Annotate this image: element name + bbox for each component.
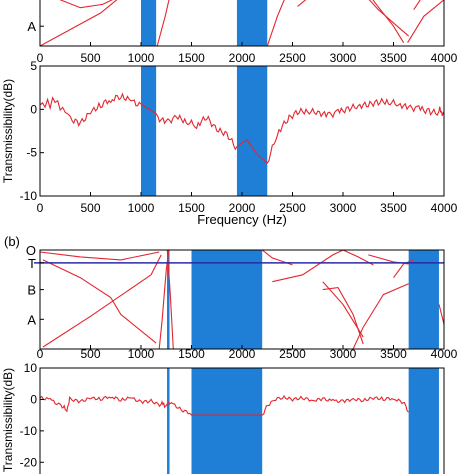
- a-trans-x-tick-label: 1500: [178, 201, 205, 215]
- b-band-x-tick-label: 2500: [279, 347, 306, 361]
- a-band-bandgap-0: [141, 0, 157, 46]
- a-band-x-tick-label: 1000: [128, 51, 155, 65]
- b-band-dispersion-curve-6: [272, 250, 374, 283]
- panel-b-label: (b): [4, 234, 20, 249]
- a-trans-x-axis-label: Frequency (Hz): [197, 212, 287, 227]
- a-trans-y-tick-label: -5: [26, 146, 37, 160]
- a-band-dispersion-curve-0: [40, 0, 118, 46]
- b-trans-transmissibility-curve: [40, 394, 409, 416]
- a-band-x-tick-label: 0: [37, 51, 44, 65]
- a-band-y-tick-label: A: [27, 19, 36, 34]
- b-band-bandgap-1: [408, 250, 439, 349]
- b-band-bandgap-0: [191, 250, 263, 349]
- b-band-dispersion-curve-0: [40, 251, 160, 261]
- b-band-y-tick-label: A: [27, 312, 36, 327]
- b-band-dispersion-curve-12: [438, 304, 444, 325]
- a-band-x-tick-label: 500: [80, 51, 100, 65]
- a-band-dispersion-curve-7: [368, 0, 409, 37]
- b-band-y-tick-label: B: [27, 283, 36, 298]
- a-band-dispersion-curve-5: [297, 0, 307, 7]
- b-trans-y-tick-label: -10: [20, 424, 38, 438]
- b-band-dispersion-curve-11: [393, 259, 414, 279]
- a-band-x-tick-label: 4000: [431, 51, 458, 65]
- a-trans-x-tick-label: 500: [80, 201, 100, 215]
- a-trans-bandgap-0: [141, 66, 157, 196]
- a-band-x-tick-label: 2500: [279, 51, 306, 65]
- b-band-x-tick-label: 3000: [330, 347, 357, 361]
- b-band-x-tick-label: 0: [37, 347, 44, 361]
- a-band-bandgap-1: [236, 0, 268, 46]
- b-trans-y-axis-label: Transmissibility(dB): [1, 368, 15, 472]
- b-band-x-tick-label: 3500: [380, 347, 407, 361]
- a-trans-x-tick-label: 4000: [431, 201, 458, 215]
- b-band-dispersion-curve-8: [322, 287, 364, 345]
- a-band-x-tick-label: 3500: [380, 51, 407, 65]
- a-band-x-tick-label: 3000: [330, 51, 357, 65]
- a-band-dispersion-curve-4: [266, 0, 285, 46]
- b-trans-y-tick-label: 10: [24, 361, 38, 375]
- a-trans-x-tick-label: 3000: [330, 201, 357, 215]
- b-band-dispersion-curve-2: [42, 259, 157, 344]
- a-band-x-tick-label: 2000: [229, 51, 256, 65]
- a-trans-x-tick-label: 2500: [279, 201, 306, 215]
- b-band-x-tick-label: 500: [80, 347, 100, 361]
- a-band-x-tick-label: 1500: [178, 51, 205, 65]
- b-band-dispersion-curve-4: [166, 250, 174, 349]
- b-trans-y-tick-label: -20: [20, 455, 38, 469]
- a-trans-y-axis-label: Transmissibility(dB): [1, 79, 15, 183]
- b-trans-bandgap-1: [408, 368, 439, 474]
- a-trans-bandgap-1: [236, 66, 268, 196]
- a-trans-y-tick-label: -10: [20, 189, 38, 203]
- b-band-x-tick-label: 1500: [178, 347, 205, 361]
- a-band-dispersion-curve-1: [59, 0, 113, 9]
- a-band-dispersion-curve-2: [156, 0, 170, 46]
- b-band-x-tick-label: 4000: [431, 347, 458, 361]
- b-band-x-tick-label: 1000: [128, 347, 155, 361]
- a-trans-x-tick-label: 2000: [229, 201, 256, 215]
- b-trans-bandgap-0: [191, 368, 263, 474]
- b-trans-axes-frame: [39, 367, 445, 474]
- a-trans-x-tick-label: 0: [37, 201, 44, 215]
- a-band-dispersion-curve-8: [413, 0, 421, 11]
- b-trans-y-tick-label: 0: [30, 392, 37, 406]
- b-band-x-tick-label: 2000: [229, 347, 256, 361]
- a-trans-y-tick-label: 0: [30, 102, 37, 116]
- b-band-dispersion-curve-1: [42, 254, 162, 348]
- b-band-y-tick-label: O: [26, 243, 36, 258]
- a-trans-transmissibility-curve: [40, 92, 444, 164]
- a-trans-y-tick-label: 5: [30, 59, 37, 73]
- a-trans-x-tick-label: 3500: [380, 201, 407, 215]
- a-trans-x-tick-label: 1000: [128, 201, 155, 215]
- a-band-dispersion-curve-9: [407, 0, 444, 43]
- b-band-y-tick-label: T: [28, 256, 36, 271]
- b-band-dispersion-curve-10: [352, 283, 409, 349]
